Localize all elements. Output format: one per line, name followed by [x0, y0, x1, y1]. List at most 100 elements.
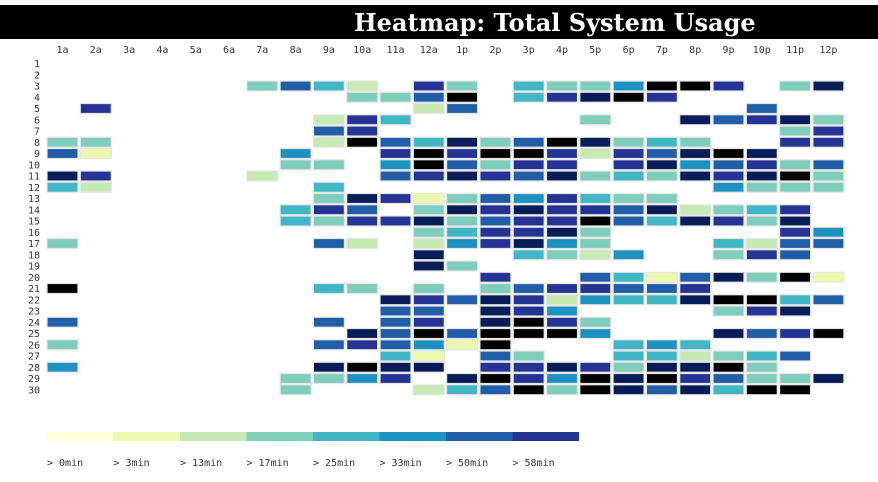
heatmap-cell — [579, 372, 612, 385]
heatmap-cell — [379, 114, 412, 126]
heatmap-cell — [745, 327, 778, 340]
heatmap-cell — [545, 237, 579, 250]
heatmap-cell — [545, 249, 579, 261]
legend-swatch — [379, 432, 446, 441]
heatmap-cell — [412, 237, 445, 250]
heatmap-cell — [512, 294, 545, 306]
heatmap-cell — [612, 170, 645, 182]
heatmap-cell — [446, 226, 479, 238]
heatmap-cell — [479, 384, 512, 396]
heatmap-cell — [412, 159, 445, 171]
heatmap-cell — [579, 316, 612, 328]
heatmap-cell — [778, 114, 812, 126]
heatmap-cell — [612, 271, 645, 283]
heatmap-cell — [346, 125, 379, 137]
heatmap-cell — [712, 384, 745, 396]
heatmap-cell — [679, 204, 712, 216]
heatmap-cell — [279, 372, 312, 385]
legend-swatch — [180, 432, 247, 441]
heatmap-cell — [412, 350, 445, 362]
heatmap-cell — [79, 170, 112, 182]
legend-label: > 33min — [380, 458, 422, 469]
heatmap-cell — [812, 170, 845, 182]
heatmap-cell — [479, 305, 512, 317]
heatmap-cell — [778, 204, 812, 216]
heatmap-cell — [512, 192, 545, 205]
heatmap-cell — [446, 170, 479, 182]
heatmap-cell — [379, 316, 412, 328]
heatmap-cell — [745, 159, 778, 171]
heatmap-cell — [279, 204, 312, 216]
heatmap-cell — [412, 316, 445, 328]
heatmap-cell — [778, 136, 812, 148]
day-label: 19 — [28, 262, 40, 273]
heatmap-cell — [412, 215, 445, 227]
heatmap-cell — [412, 226, 445, 238]
heatmap-cell — [479, 215, 512, 227]
heatmap-cell — [312, 159, 345, 171]
heatmap-cell — [379, 339, 412, 351]
heatmap-cell — [46, 361, 79, 373]
heatmap-cell — [479, 192, 512, 205]
heatmap-cell — [379, 327, 412, 340]
heatmap-cell — [778, 249, 812, 261]
heatmap-cell — [579, 136, 612, 148]
heatmap-cell — [545, 204, 579, 216]
heatmap-cell — [778, 384, 812, 396]
heatmap-cell — [479, 361, 512, 373]
heatmap-cell — [479, 226, 512, 238]
heatmap-cell — [545, 170, 579, 182]
heatmap-cell — [679, 384, 712, 396]
heatmap-cell — [46, 136, 79, 148]
day-label: 18 — [28, 250, 40, 261]
title-bar: Heatmap: Total System Usage — [0, 5, 878, 39]
day-label: 4 — [34, 93, 40, 104]
heatmap-cell — [312, 339, 345, 351]
legend-label: > 58min — [513, 458, 555, 469]
heatmap-cell — [512, 249, 545, 261]
heatmap-cell — [46, 170, 79, 182]
heatmap-cell — [778, 170, 812, 182]
heatmap-cell — [346, 91, 379, 103]
heatmap-cell — [745, 181, 778, 193]
day-label: 22 — [28, 295, 40, 306]
day-label: 25 — [28, 329, 40, 340]
heatmap-cell — [412, 136, 445, 148]
heatmap-cell — [312, 215, 345, 227]
heatmap-cell — [679, 271, 712, 283]
heatmap-cell — [612, 159, 645, 171]
heatmap-cell — [812, 372, 845, 385]
heatmap-cell — [346, 136, 379, 148]
heatmap-cell — [579, 384, 612, 396]
heatmap-cell — [545, 305, 579, 317]
heatmap-cell — [645, 215, 679, 227]
hour-label: 11a — [386, 45, 404, 56]
heatmap-cell — [545, 226, 579, 238]
heatmap-cell — [545, 91, 579, 103]
heatmap-cell — [579, 237, 612, 250]
heatmap-cell — [778, 226, 812, 238]
heatmap-cell — [712, 249, 745, 261]
hour-label: 10p — [753, 45, 771, 56]
heatmap-cell — [312, 372, 345, 385]
heatmap-cell — [812, 271, 845, 283]
heatmap-cell — [312, 237, 345, 250]
heatmap-cell — [346, 215, 379, 227]
heatmap-cell — [379, 350, 412, 362]
legend-label: > 0min — [47, 458, 83, 469]
heatmap-cell — [579, 192, 612, 205]
heatmap-cell — [346, 114, 379, 126]
heatmap-cell — [745, 384, 778, 396]
heatmap-cell — [712, 204, 745, 216]
heatmap-cell — [446, 204, 479, 216]
legend-swatch — [47, 432, 114, 441]
heatmap-cell — [745, 361, 778, 373]
legend-label: > 17min — [247, 458, 289, 469]
heatmap-cell — [778, 271, 812, 283]
heatmap-cell — [512, 215, 545, 227]
heatmap-cell — [612, 361, 645, 373]
hour-label: 4p — [556, 45, 568, 56]
heatmap-cell — [745, 372, 778, 385]
hour-label: 11p — [786, 45, 804, 56]
day-label: 21 — [28, 284, 40, 295]
